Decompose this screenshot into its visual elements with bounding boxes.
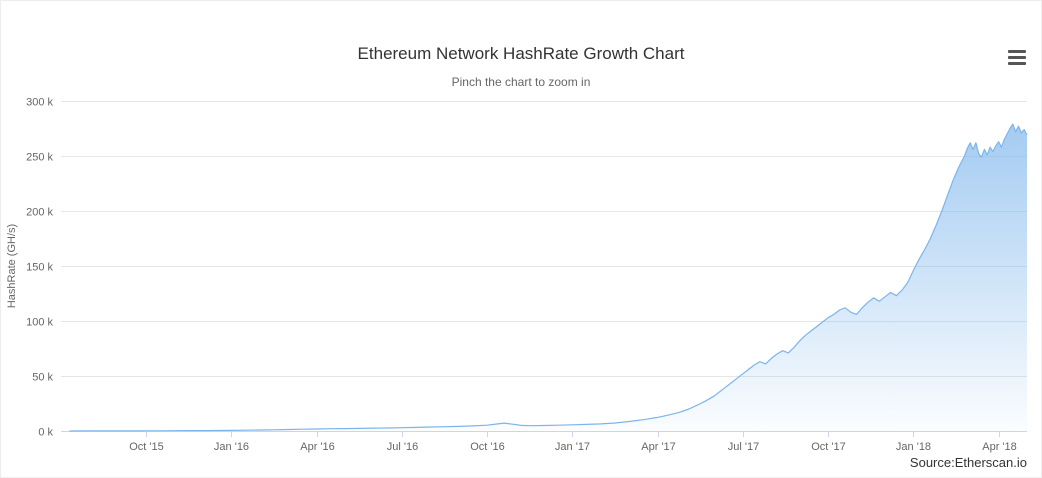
y-axis-tick-label: 200 k <box>26 207 53 219</box>
x-axis-tick-label: Apr '18 <box>982 441 1017 453</box>
x-axis-tick-label: Oct '16 <box>470 441 505 453</box>
y-axis-tick-label: 250 k <box>26 152 53 164</box>
chart-export-menu-button[interactable] <box>1004 47 1030 68</box>
y-axis-tick-label: 100 k <box>26 317 53 329</box>
x-axis-tick-label: Jan '16 <box>214 441 249 453</box>
hashrate-area-series <box>69 124 1027 431</box>
x-axis-tick-label: Apr '16 <box>300 441 335 453</box>
x-axis-tick-label: Jan '18 <box>896 441 931 453</box>
y-axis-tick-label: 150 k <box>26 262 53 274</box>
chart-subtitle: Pinch the chart to zoom in <box>451 75 591 89</box>
hamburger-icon <box>1008 50 1026 65</box>
y-axis-title: HashRate (GH/s) <box>6 224 18 308</box>
source-credit[interactable]: Source:Etherscan.io <box>909 455 1027 470</box>
x-axis-tick-label: Jul '16 <box>387 441 418 453</box>
x-axis-tick-label: Oct '17 <box>811 441 846 453</box>
x-axis-tick-label: Jan '17 <box>555 441 590 453</box>
x-axis-tick-label: Oct '15 <box>129 441 164 453</box>
y-axis-tick-label: 50 k <box>32 372 53 384</box>
y-axis-tick-label: 300 k <box>26 97 53 109</box>
x-axis-tick-label: Apr '17 <box>641 441 676 453</box>
hashrate-line-series <box>69 123 1028 432</box>
chart-title: Ethereum Network HashRate Growth Chart <box>357 44 685 63</box>
x-axis-tick-label: Jul '17 <box>728 441 759 453</box>
y-axis-tick-label: 0 k <box>38 427 53 439</box>
